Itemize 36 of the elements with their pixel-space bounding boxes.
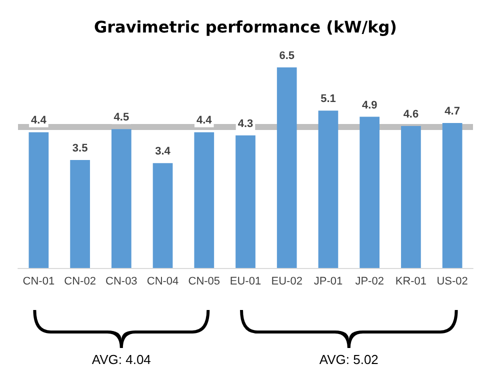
x-tick-label: CN-01 — [22, 276, 55, 288]
bar — [236, 135, 256, 268]
text: AVG: 4.04 — [92, 352, 151, 367]
bar — [318, 110, 338, 268]
x-tick-label: EU-01 — [230, 276, 262, 288]
x-tick-label: EU-02 — [271, 276, 302, 288]
data-label: 5.1 — [320, 93, 336, 106]
data-label: 4.5 — [114, 112, 130, 124]
text: AVG: 5.02 — [319, 352, 378, 367]
bar — [194, 132, 214, 268]
data-label: 4.9 — [362, 99, 378, 112]
bar — [152, 163, 173, 268]
data-label: 4.7 — [444, 105, 460, 118]
bar — [276, 67, 297, 268]
x-tick-label: JP-02 — [355, 276, 384, 288]
x-tick-label: KR-01 — [395, 276, 427, 288]
data-label: 4.3 — [238, 118, 254, 130]
bar — [360, 116, 380, 268]
x-tick-label: CN-04 — [146, 276, 179, 288]
data-label: 4.6 — [403, 108, 419, 121]
data-label: 6.5 — [279, 50, 295, 62]
x-tick-label: US-02 — [436, 276, 468, 288]
data-label: 4.4 — [196, 114, 213, 127]
bar — [442, 122, 462, 268]
x-tick-label: CN-05 — [188, 276, 220, 288]
data-label: 4.4 — [31, 114, 48, 127]
data-label: 3.5 — [72, 142, 88, 154]
x-tick-label: CN-02 — [64, 276, 96, 288]
x-tick-label: CN-03 — [106, 276, 138, 288]
chart-title: Gravimetric performance (kW/kg) — [94, 18, 397, 36]
bar — [111, 129, 132, 268]
bar — [70, 160, 90, 268]
data-label: 3.4 — [155, 146, 172, 158]
x-tick-label: JP-01 — [314, 276, 343, 288]
bar — [401, 126, 421, 268]
bar — [28, 132, 49, 268]
